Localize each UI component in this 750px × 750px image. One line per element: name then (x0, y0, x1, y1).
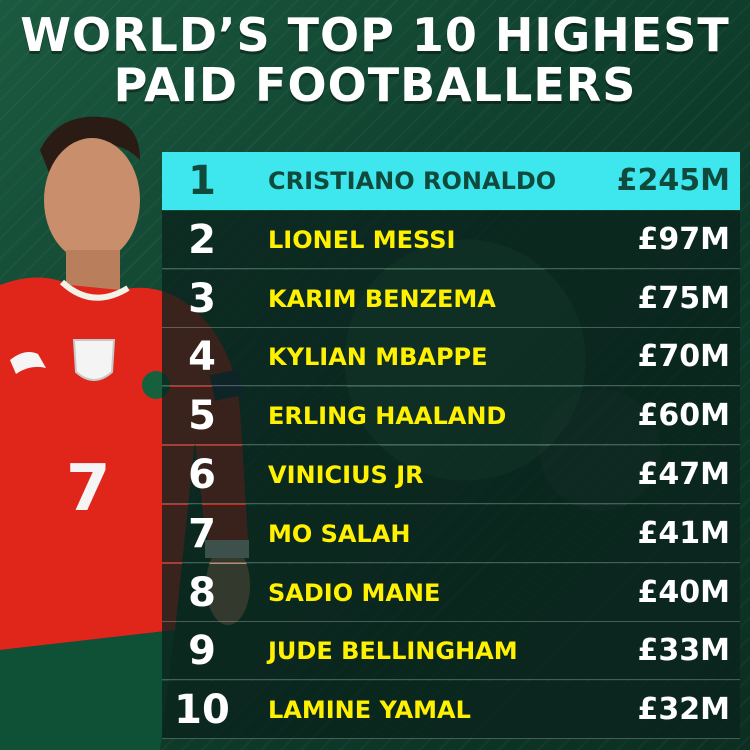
rank-number: 1 (188, 158, 216, 204)
player-pay: £33M (637, 633, 730, 669)
player-collar (59, 279, 130, 301)
rank-number: 2 (188, 216, 216, 263)
player-pay: £47M (637, 457, 730, 492)
player-name: ERLING HAALAND (268, 402, 507, 431)
player-hair (40, 116, 140, 180)
player-pay: £70M (637, 339, 730, 375)
ranking-row: 8 SADIO MANE £40M (162, 563, 740, 622)
rank-number: 9 (188, 628, 216, 675)
player-name: SADIO MANE (268, 578, 441, 607)
player-name: LAMINE YAMAL (268, 696, 471, 725)
rank-number: 8 (188, 569, 216, 616)
player-name: KYLIAN MBAPPE (268, 343, 488, 372)
ranking-row: 3 KARIM BENZEMA £75M (162, 269, 740, 328)
ranking-row: 7 MO SALAH £41M (162, 504, 740, 563)
player-pay: £60M (637, 398, 730, 434)
rank-number: 10 (174, 687, 230, 734)
player-pay: £97M (637, 221, 730, 257)
puma-logo-icon (10, 352, 46, 374)
rank-number: 7 (188, 510, 216, 557)
ranking-row: 10 LAMINE YAMAL £32M (162, 681, 740, 740)
ranking-row: 9 JUDE BELLINGHAM £33M (162, 622, 740, 681)
player-name: MO SALAH (268, 519, 411, 548)
player-head (44, 138, 140, 262)
player-pay: £32M (637, 692, 730, 728)
player-pay: £40M (637, 574, 730, 610)
ranking-row: 5 ERLING HAALAND £60M (162, 387, 740, 446)
rank-number: 4 (188, 334, 216, 381)
player-name: CRISTIANO RONALDO (268, 167, 557, 195)
player-name: LIONEL MESSI (268, 225, 456, 254)
rank-number: 6 (188, 452, 216, 498)
player-pay: £41M (637, 515, 730, 551)
ranking-row: 4 KYLIAN MBAPPE £70M (162, 328, 740, 387)
crest-icon (72, 339, 116, 381)
ranking-row: 6 VINICIUS JR £47M (162, 446, 740, 504)
shirt-number: 7 (66, 452, 111, 526)
ranking-row: 2 LIONEL MESSI £97M (162, 210, 740, 269)
rankings-table: 1 CRISTIANO RONALDO £245M 2 LIONEL MESSI £97M… (162, 152, 740, 742)
player-name: JUDE BELLINGHAM (268, 637, 518, 666)
title-line-1: WORLD’S TOP 10 HIGHEST (20, 8, 730, 62)
title-line-2: PAID FOOTBALLERS (113, 58, 637, 112)
player-shorts (0, 630, 175, 750)
player-name: KARIM BENZEMA (268, 284, 496, 313)
player-pay: £75M (637, 280, 730, 316)
player-pay: £245M (616, 163, 730, 198)
rank-number: 3 (188, 275, 216, 322)
ranking-row: 1 CRISTIANO RONALDO £245M (162, 152, 740, 210)
rank-number: 5 (188, 393, 216, 440)
player-name: VINICIUS JR (268, 461, 424, 489)
player-neck (66, 250, 120, 290)
